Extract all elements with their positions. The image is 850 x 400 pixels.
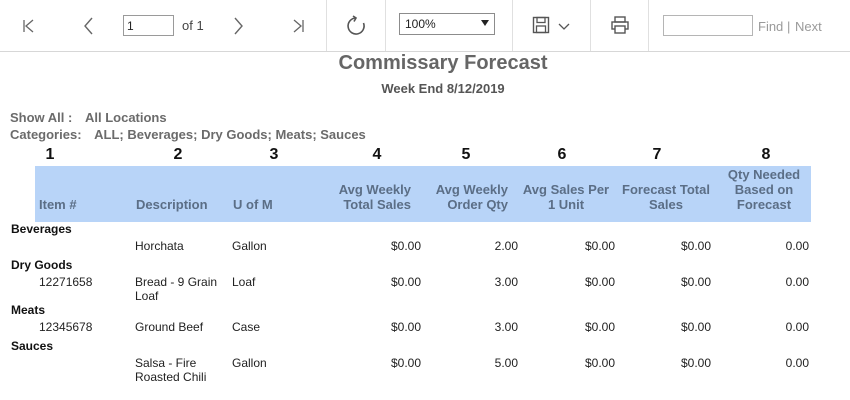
avg-weekly-total-sales: $0.00 <box>390 239 421 253</box>
previous-page-icon[interactable] <box>78 16 100 36</box>
column-header-uom: U of M <box>233 197 273 212</box>
next-page-icon[interactable] <box>227 16 249 36</box>
find-next-button[interactable]: Next <box>795 19 822 34</box>
column-header-qty-needed: Qty Needed Based on Forecast <box>727 167 801 212</box>
column-number: 8 <box>761 146 771 163</box>
dropdown-arrow-icon <box>481 20 489 26</box>
group-label-beverages: Beverages <box>11 222 72 236</box>
report-toolbar: of 1 100% Find | Next <box>0 0 850 52</box>
column-header-avg-weekly-total-sales: Avg Weekly Total Sales <box>338 182 411 212</box>
avg-weekly-total-sales: $0.00 <box>390 275 421 289</box>
column-number: 3 <box>269 146 279 163</box>
forecast-total-sales: $0.00 <box>680 275 711 289</box>
qty-needed: 0.00 <box>785 356 809 370</box>
group-label-meats: Meats <box>11 303 46 317</box>
column-number: 1 <box>45 146 55 163</box>
qty-needed: 0.00 <box>785 239 809 253</box>
avg-weekly-total-sales: $0.00 <box>390 320 421 334</box>
column-number: 2 <box>173 146 183 163</box>
avg-sales-per-unit: $0.00 <box>584 239 615 253</box>
report-title: Commissary Forecast <box>338 52 548 74</box>
export-save-icon[interactable] <box>530 14 552 36</box>
avg-weekly-order-qty: 3.00 <box>494 275 518 289</box>
show-all-filter: Show All : All Locations <box>10 110 167 125</box>
print-icon[interactable] <box>608 14 632 36</box>
find-separator: | <box>787 19 791 34</box>
report-subtitle: Week End 8/12/2019 <box>381 81 505 96</box>
toolbar-divider <box>326 0 327 51</box>
zoom-value: 100% <box>405 17 436 31</box>
show-all-value: All Locations <box>84 110 167 125</box>
table-header <box>35 166 811 222</box>
first-page-icon[interactable] <box>18 16 40 36</box>
avg-weekly-order-qty: 3.00 <box>494 320 518 334</box>
last-page-icon[interactable] <box>287 16 309 36</box>
refresh-icon[interactable] <box>343 13 369 39</box>
toolbar-divider <box>648 0 649 51</box>
description: Bread - 9 Grain Loaf <box>135 275 218 303</box>
zoom-select[interactable]: 100% <box>399 13 495 35</box>
column-header-avg-weekly-order-qty: Avg Weekly Order Qty <box>435 182 508 212</box>
group-label-sauces: Sauces <box>11 339 54 353</box>
description: Salsa - Fire Roasted Chili <box>135 356 207 384</box>
avg-sales-per-unit: $0.00 <box>584 320 615 334</box>
column-number: 6 <box>557 146 567 163</box>
categories-label: Categories: <box>10 127 82 142</box>
column-header-item: Item # <box>39 197 77 212</box>
column-header-forecast-total-sales: Forecast Total Sales <box>622 182 710 212</box>
categories-filter: Categories: ALL; Beverages; Dry Goods; M… <box>10 127 366 142</box>
forecast-total-sales: $0.00 <box>680 356 711 370</box>
toolbar-divider <box>512 0 513 51</box>
avg-weekly-total-sales: $0.00 <box>390 356 421 370</box>
column-header-avg-sales-per-unit: Avg Sales Per 1 Unit <box>522 182 610 212</box>
avg-sales-per-unit: $0.00 <box>584 356 615 370</box>
find-input[interactable] <box>663 15 753 36</box>
item-number: 12345678 <box>39 320 93 334</box>
avg-weekly-order-qty: 5.00 <box>494 356 518 370</box>
unit-of-measure: Loaf <box>232 275 256 289</box>
toolbar-divider <box>590 0 591 51</box>
group-label-dry-goods: Dry Goods <box>11 258 73 272</box>
categories-value: ALL; Beverages; Dry Goods; Meats; Sauces <box>94 127 366 142</box>
unit-of-measure: Case <box>232 320 261 334</box>
column-number: 7 <box>652 146 662 163</box>
forecast-total-sales: $0.00 <box>680 320 711 334</box>
qty-needed: 0.00 <box>785 320 809 334</box>
column-header-description: Description <box>136 197 208 212</box>
show-all-label: Show All : <box>10 110 73 125</box>
find-button[interactable]: Find <box>758 19 784 34</box>
page-number-input[interactable] <box>123 15 174 36</box>
qty-needed: 0.00 <box>785 275 809 289</box>
page-count: of 1 <box>182 18 204 33</box>
item-number: 12271658 <box>39 275 93 289</box>
avg-sales-per-unit: $0.00 <box>584 275 615 289</box>
description: Horchata <box>135 239 184 253</box>
avg-weekly-order-qty: 2.00 <box>494 239 518 253</box>
column-number: 5 <box>461 146 471 163</box>
unit-of-measure: Gallon <box>232 239 267 253</box>
chevron-down-icon[interactable] <box>557 20 571 34</box>
unit-of-measure: Gallon <box>232 356 267 370</box>
forecast-total-sales: $0.00 <box>680 239 711 253</box>
description: Ground Beef <box>135 320 204 334</box>
column-number: 4 <box>372 146 382 163</box>
toolbar-divider <box>385 0 386 51</box>
